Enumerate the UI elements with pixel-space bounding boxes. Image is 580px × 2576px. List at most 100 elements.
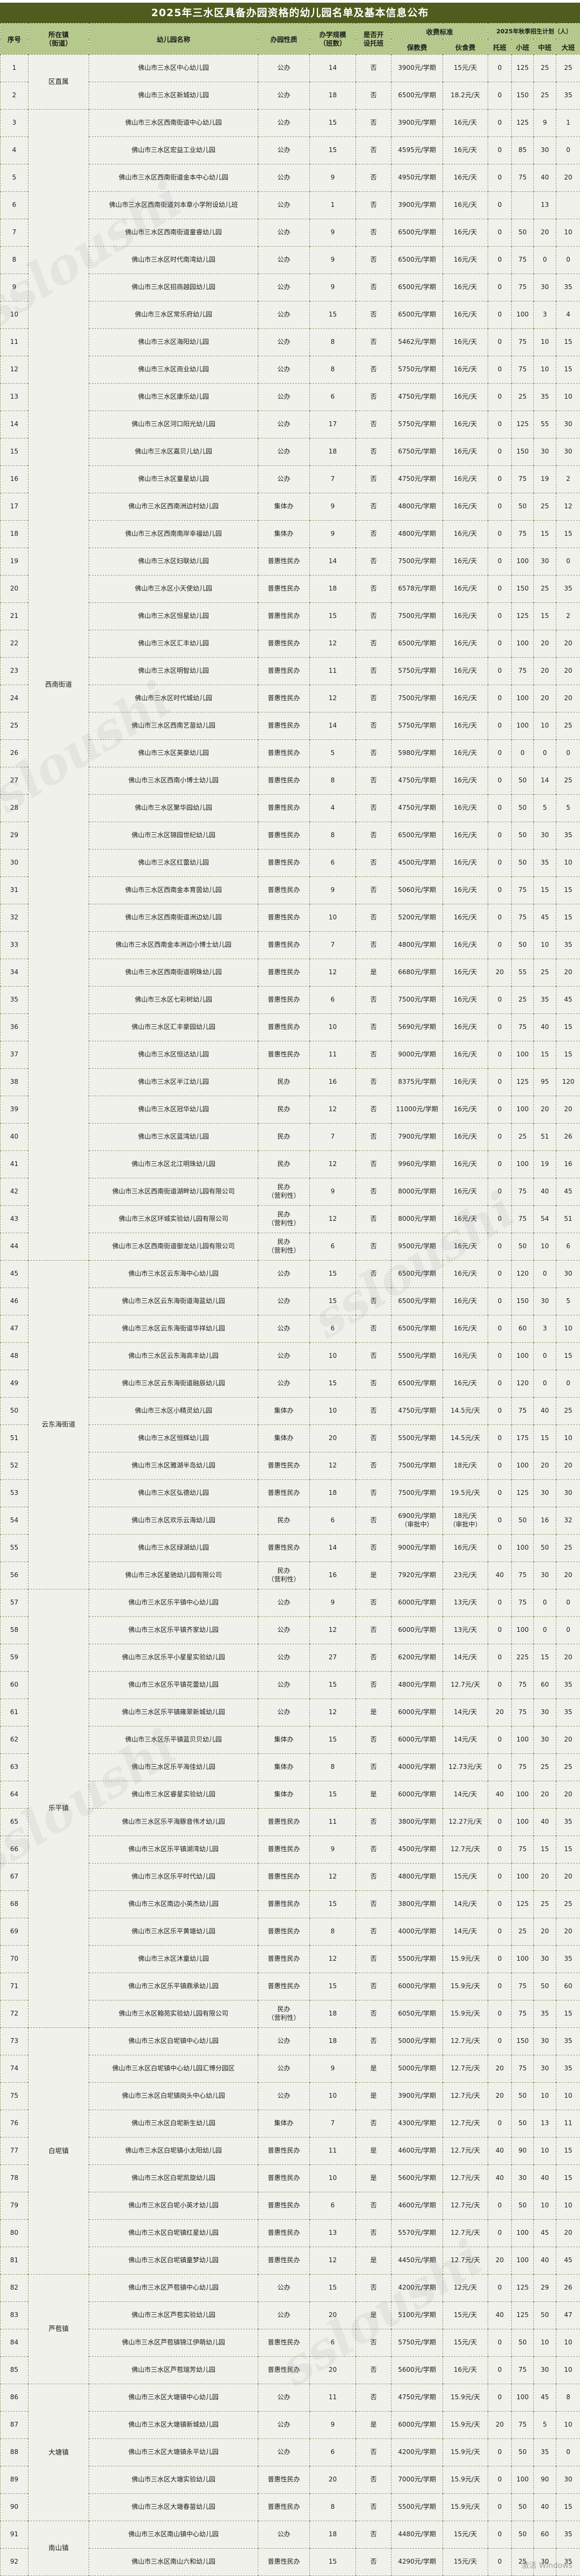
cell-plan-zhongban: 30 <box>534 274 556 301</box>
cell-fee-tuition: 7500元/学期 <box>392 548 443 575</box>
cell-scale: 9 <box>310 274 356 301</box>
cell-plan-xiaoban: 25 <box>512 987 534 1014</box>
cell-fee-tuition: 4800元/学期 <box>392 1863 443 1891</box>
cell-fee-meal: 13元/天 <box>443 1617 488 1644</box>
cell-plan-zhongban: 35 <box>534 2001 556 2028</box>
cell-plan-daban: 20 <box>556 164 580 192</box>
cell-nature: 公办 <box>258 2521 310 2549</box>
cell-plan-daban: 35 <box>556 82 580 110</box>
cell-plan-xiaoban: 150 <box>512 438 534 466</box>
cell-seq: 53 <box>1 1480 28 1507</box>
cell-nature: 公办 <box>258 1672 310 1699</box>
cell-nature: 公办 <box>258 466 310 493</box>
cell-plan-tuoban: 0 <box>488 164 512 192</box>
cell-nature: 普惠性民办 <box>258 1918 310 1946</box>
cell-plan-tuoban: 0 <box>488 1754 512 1781</box>
cell-plan-zhongban: 25 <box>534 959 556 987</box>
cell-plan-zhongban: 54 <box>534 1206 556 1233</box>
cell-nursery: 否 <box>356 1973 392 2001</box>
cell-plan-zhongban: 15 <box>534 1425 556 1452</box>
cell-plan-tuoban: 0 <box>488 1233 512 1261</box>
cell-fee-meal: 15.9元/天 <box>443 2439 488 2466</box>
cell-nursery: 是 <box>356 959 392 987</box>
cell-fee-meal: 16元/天 <box>443 1041 488 1069</box>
cell-seq: 22 <box>1 630 28 658</box>
cell-nursery: 是 <box>356 2247 392 2275</box>
cell-scale: 11 <box>310 2138 356 2165</box>
cell-plan-xiaoban: 75 <box>512 356 534 384</box>
cell-seq: 76 <box>1 2110 28 2138</box>
cell-plan-zhongban: 16 <box>534 1507 556 1535</box>
cell-fee-tuition: 3900元/学期 <box>392 2083 443 2110</box>
cell-plan-zhongban: 10 <box>534 2138 556 2165</box>
cell-plan-tuoban: 0 <box>488 575 512 603</box>
cell-plan-daban: 47 <box>556 2302 580 2329</box>
cell-nursery: 否 <box>356 658 392 685</box>
cell-nature: 普惠性民办 <box>258 904 310 932</box>
cell-scale: 10 <box>310 1398 356 1425</box>
cell-seq: 55 <box>1 1535 28 1562</box>
cell-nature: 公办 <box>258 247 310 274</box>
cell-plan-xiaoban: 25 <box>512 1124 534 1151</box>
cell-fee-meal: 16元/天 <box>443 822 488 850</box>
cell-nursery: 否 <box>356 1836 392 1863</box>
cell-plan-tuoban: 0 <box>488 137 512 164</box>
town-group-cell: 大塘镇 <box>28 2384 89 2521</box>
cell-nature: 普惠性民办 <box>258 2192 310 2220</box>
cell-fee-meal: 16元/天 <box>443 932 488 959</box>
cell-fee-meal: 14.5元/天 <box>443 1425 488 1452</box>
cell-fee-tuition: 5750元/学期 <box>392 2329 443 2357</box>
cell-fee-tuition: 6000元/学期 <box>392 1973 443 2001</box>
cell-seq: 70 <box>1 1946 28 1973</box>
cell-plan-daban: 30 <box>556 2466 580 2494</box>
cell-seq: 26 <box>1 740 28 767</box>
cell-seq: 39 <box>1 1096 28 1124</box>
cell-nursery: 否 <box>356 1946 392 1973</box>
cell-scale: 8 <box>310 356 356 384</box>
cell-plan-xiaoban: 75 <box>512 1754 534 1781</box>
cell-nursery: 否 <box>356 1452 392 1480</box>
cell-plan-daban: 0 <box>556 740 580 767</box>
cell-plan-xiaoban: 50 <box>512 2329 534 2357</box>
cell-plan-zhongban: 30 <box>534 1480 556 1507</box>
cell-seq: 7 <box>1 219 28 247</box>
cell-fee-tuition: 5570元/学期 <box>392 2220 443 2247</box>
cell-plan-xiaoban: 125 <box>512 603 534 630</box>
cell-scale: 8 <box>310 767 356 795</box>
cell-plan-xiaoban: 75 <box>512 329 534 356</box>
cell-scale: 10 <box>310 2083 356 2110</box>
header-fee-tuition: 保教费 <box>392 39 443 55</box>
cell-fee-tuition: 7900元/学期 <box>392 1124 443 1151</box>
cell-plan-daban: 10 <box>556 1315 580 1343</box>
cell-nursery: 否 <box>356 2384 392 2412</box>
cell-scale: 15 <box>310 1288 356 1315</box>
cell-plan-tuoban: 0 <box>488 301 512 329</box>
cell-kindergarten-name: 佛山市三水区西南小博士幼儿园 <box>89 767 258 795</box>
cell-fee-meal: 12元/天 <box>443 2275 488 2302</box>
cell-nature: 公办 <box>258 1589 310 1617</box>
cell-plan-zhongban: 40 <box>534 2247 556 2275</box>
cell-nature: 普惠性民办 <box>258 850 310 877</box>
cell-kindergarten-name: 佛山市三水区环城实验幼儿园有限公司 <box>89 1206 258 1233</box>
cell-scale: 1 <box>310 192 356 219</box>
cell-plan-zhongban: 95 <box>534 1069 556 1096</box>
cell-scale: 15 <box>310 2275 356 2302</box>
cell-plan-daban: 15 <box>556 329 580 356</box>
cell-seq: 42 <box>1 1178 28 1206</box>
cell-fee-tuition: 6500元/学期 <box>392 630 443 658</box>
cell-nursery: 否 <box>356 1370 392 1398</box>
cell-plan-zhongban: 0 <box>534 1370 556 1398</box>
cell-plan-xiaoban: 75 <box>512 2412 534 2439</box>
cell-nursery: 否 <box>356 1809 392 1836</box>
cell-kindergarten-name: 佛山市三水区商业幼儿园 <box>89 356 258 384</box>
cell-nature: 普惠性民办 <box>258 822 310 850</box>
cell-plan-xiaoban: 75 <box>512 1973 534 2001</box>
cell-plan-daban: 26 <box>556 1124 580 1151</box>
cell-scale: 8 <box>310 2494 356 2521</box>
cell-kindergarten-name: 佛山市三水区汇丰幼儿园 <box>89 630 258 658</box>
cell-plan-tuoban: 0 <box>488 1261 512 1288</box>
cell-plan-tuoban: 0 <box>488 521 512 548</box>
cell-fee-meal: 16元/天 <box>443 630 488 658</box>
cell-plan-tuoban: 0 <box>488 466 512 493</box>
